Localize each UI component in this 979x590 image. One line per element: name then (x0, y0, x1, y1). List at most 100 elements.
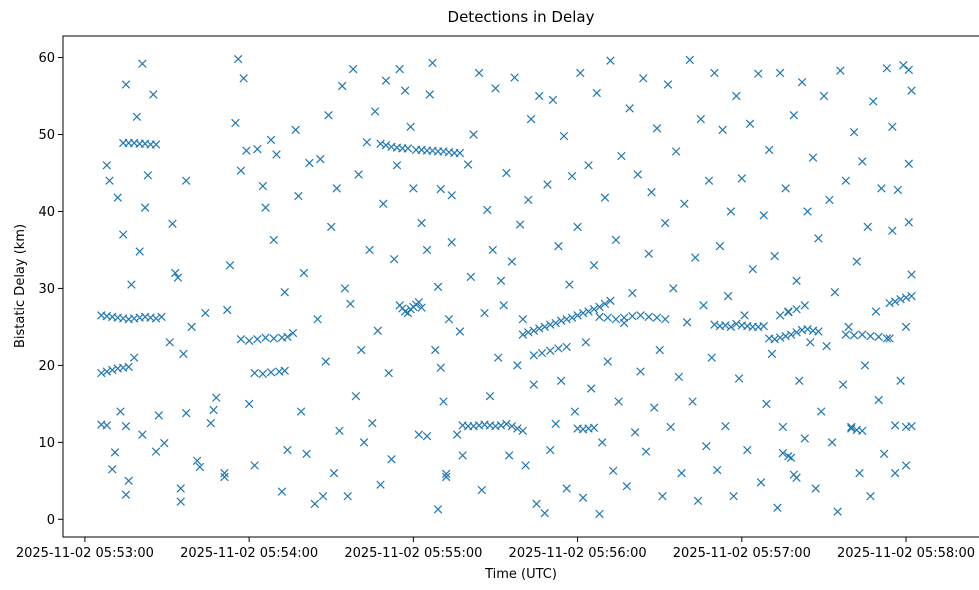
data-point (901, 322, 911, 332)
x-tick-label: 2025-11-02 05:53:00 (16, 546, 154, 561)
data-point (291, 125, 300, 135)
data-point (250, 461, 259, 470)
data-point (496, 421, 506, 430)
data-point (441, 472, 451, 482)
data-point (513, 424, 522, 433)
data-point (890, 297, 900, 306)
data-point (253, 144, 262, 154)
data-point (775, 311, 785, 320)
data-point (871, 307, 881, 316)
data-point (110, 448, 120, 457)
data-point (389, 254, 399, 264)
data-point (124, 476, 133, 486)
data-point (556, 376, 566, 385)
data-point (693, 496, 703, 506)
data-point (896, 294, 905, 304)
data-point (376, 480, 385, 489)
data-point (647, 188, 656, 197)
data-point (600, 193, 610, 202)
data-point (250, 368, 259, 378)
data-point (170, 268, 180, 278)
data-point (901, 293, 911, 302)
data-point (874, 332, 883, 342)
data-point (567, 171, 577, 181)
data-point (272, 150, 281, 159)
data-point (236, 334, 246, 344)
data-point (888, 122, 897, 132)
data-point (502, 419, 511, 429)
data-point (474, 68, 484, 78)
data-point (863, 222, 872, 232)
data-point (335, 426, 344, 436)
data-point (236, 166, 246, 175)
data-point (258, 181, 268, 191)
data-point (879, 449, 889, 459)
data-point (868, 97, 878, 106)
data-point (901, 422, 911, 432)
data-point (507, 421, 517, 431)
data-point (165, 338, 174, 347)
data-point (710, 68, 719, 78)
data-point (819, 91, 829, 101)
data-point (617, 151, 626, 161)
data-point (844, 322, 853, 332)
x-tick-label: 2025-11-02 05:57:00 (673, 546, 811, 561)
data-point (595, 509, 604, 519)
data-point (562, 314, 571, 324)
data-point (545, 445, 555, 455)
data-point (841, 176, 851, 185)
data-point (775, 333, 785, 342)
data-point (376, 139, 385, 148)
data-point (775, 68, 785, 78)
data-point (455, 148, 465, 158)
plot-area (62, 35, 979, 538)
data-point (181, 176, 191, 185)
data-point (721, 321, 730, 330)
data-point (702, 441, 711, 451)
data-point (261, 333, 270, 342)
data-point (545, 346, 555, 355)
data-point (562, 484, 571, 493)
data-point (806, 338, 815, 347)
data-point (907, 270, 916, 279)
data-point (151, 447, 161, 456)
data-point (359, 438, 369, 447)
data-point (792, 328, 801, 337)
data-point (354, 170, 363, 179)
data-point (392, 161, 402, 170)
data-point (294, 191, 303, 201)
data-point (578, 493, 588, 502)
data-point (589, 261, 599, 270)
data-point (400, 86, 410, 95)
data-point (704, 176, 714, 185)
data-point (830, 288, 840, 297)
data-point (855, 468, 864, 478)
data-point (417, 218, 426, 228)
data-point (899, 61, 908, 70)
x-tick-label: 2025-11-02 05:58:00 (837, 546, 975, 561)
data-point (606, 56, 615, 65)
data-point (584, 161, 593, 170)
data-point (699, 301, 708, 310)
data-point (814, 327, 823, 336)
data-point (756, 478, 766, 487)
data-point (551, 419, 560, 429)
data-point (187, 322, 196, 332)
data-point (726, 207, 736, 216)
data-point (108, 465, 117, 474)
data-point (357, 345, 366, 355)
data-point (718, 125, 727, 135)
data-point (327, 222, 336, 232)
data-point (157, 312, 166, 322)
data-point (129, 353, 139, 362)
data-point (409, 184, 418, 193)
data-point (439, 397, 448, 406)
y-tick-label: 40 (38, 205, 55, 220)
data-point (644, 312, 653, 322)
data-point (381, 76, 391, 85)
y-tick-label: 20 (38, 359, 55, 374)
data-point (860, 361, 870, 370)
data-point (814, 234, 823, 243)
data-point (641, 447, 651, 456)
data-point (223, 305, 232, 315)
